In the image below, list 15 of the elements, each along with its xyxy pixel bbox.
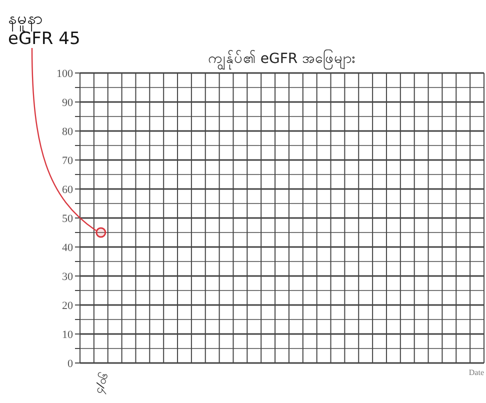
y-tick-label: 10 — [62, 328, 74, 341]
y-tick-label: 90 — [62, 96, 74, 109]
x-axis-title: Date — [468, 368, 484, 377]
y-tick-label: 60 — [62, 184, 74, 196]
chart-title: ကျွန်ုပ်၏ eGFR အဖြေများ — [208, 50, 356, 70]
y-tick-label: 20 — [62, 300, 74, 312]
y-tick-label: 70 — [62, 154, 74, 167]
y-tick-label: 40 — [62, 242, 74, 254]
y-tick-label: 80 — [62, 126, 74, 138]
annotation: နမူနာ eGFR 45 — [8, 9, 80, 49]
y-tick-label: 0 — [68, 358, 74, 370]
y-tick-label: 50 — [62, 212, 74, 225]
y-tick-label: 100 — [56, 68, 74, 80]
x-tick-label: ၄/၀၆ — [92, 371, 113, 396]
y-tick-label: 30 — [62, 270, 74, 283]
